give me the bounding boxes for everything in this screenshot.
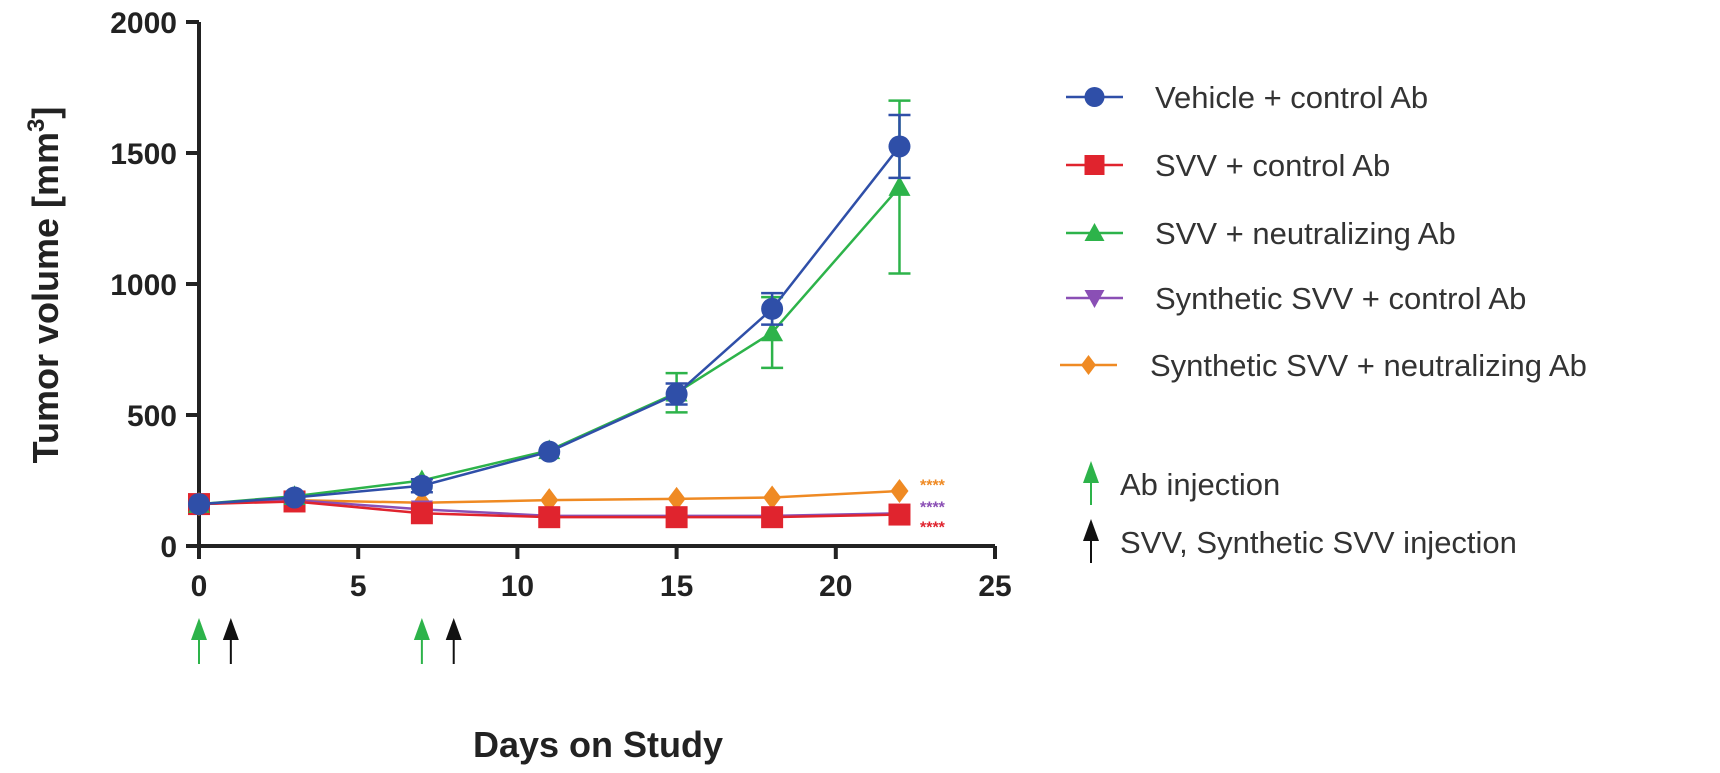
data-point	[888, 176, 911, 196]
data-point	[540, 488, 559, 513]
y-tick-label: 0	[160, 531, 177, 564]
legend-item: Vehicle + control Ab	[1066, 80, 1428, 115]
data-point	[283, 486, 306, 509]
data-point	[761, 321, 784, 342]
legend-label: Synthetic SVV + control Ab	[1155, 281, 1526, 316]
legend-item: Synthetic SVV + neutralizing Ab	[1060, 348, 1587, 383]
data-point	[763, 485, 782, 510]
data-point	[665, 383, 688, 406]
legend-marker-icon	[1084, 223, 1105, 241]
data-point	[188, 493, 210, 516]
y-axis-label-suffix: ]	[25, 107, 66, 119]
y-axis-label-main: Tumor volume [mm	[25, 132, 66, 463]
x-tick-label: 0	[191, 570, 208, 603]
y-axis-label-superscript: 3	[23, 119, 50, 132]
legend-injection-item: Ab injection	[1083, 461, 1280, 505]
injection-arrow-icon	[413, 618, 430, 640]
data-point	[667, 486, 686, 511]
significance-label: ****	[920, 520, 946, 537]
series-0	[188, 113, 911, 516]
x-tick-label: 5	[350, 570, 367, 603]
data-point	[761, 297, 784, 320]
arrow-up-icon	[1083, 461, 1099, 483]
x-tick-label: 10	[501, 570, 534, 603]
legend-injection-item: SVV, Synthetic SVV injection	[1083, 519, 1517, 563]
legend-label: SVV + neutralizing Ab	[1155, 216, 1456, 251]
injection-arrow-icon	[191, 618, 207, 640]
plot-marks: **** **** ****	[188, 99, 946, 664]
legend-item: Synthetic SVV + control Ab	[1066, 281, 1526, 316]
legend-injection-label: Ab injection	[1120, 467, 1280, 502]
data-point	[410, 474, 433, 497]
data-point	[665, 506, 688, 529]
legend-label: Synthetic SVV + neutralizing Ab	[1150, 348, 1587, 383]
legend-marker-icon	[1081, 355, 1096, 375]
legend-item: SVV + neutralizing Ab	[1066, 216, 1456, 251]
data-point	[888, 135, 911, 158]
y-tick-label: 2000	[110, 7, 177, 40]
data-point	[890, 478, 909, 503]
data-point	[538, 440, 561, 463]
legend: Vehicle + control Ab SVV + control Ab SVV …	[1060, 80, 1587, 563]
legend-marker-icon	[1084, 87, 1105, 107]
legend-label: SVV + control Ab	[1155, 148, 1390, 183]
significance-label: ****	[920, 477, 946, 494]
x-axis-label: Days on Study	[473, 724, 723, 765]
arrow-up-icon	[1083, 519, 1099, 541]
axes: 0 5 10 15 20 25 0 500 1000 1500 2000	[110, 7, 1011, 603]
x-tick-label: 20	[819, 570, 852, 603]
legend-marker-icon	[1084, 290, 1105, 308]
legend-item: SVV + control Ab	[1066, 148, 1390, 183]
y-tick-label: 500	[127, 400, 177, 433]
x-tick-label: 25	[978, 570, 1011, 603]
injection-arrow-icon	[222, 618, 239, 640]
legend-injection-label: SVV, Synthetic SVV injection	[1120, 525, 1517, 560]
y-tick-label: 1500	[110, 138, 177, 171]
data-point	[538, 506, 561, 529]
data-point	[888, 503, 911, 526]
y-axis-label: Tumor volume [mm3]	[23, 107, 66, 464]
data-point	[761, 506, 784, 529]
legend-label: Vehicle + control Ab	[1155, 80, 1428, 115]
injection-arrow-icon	[445, 618, 462, 640]
significance-label: ****	[920, 500, 946, 517]
x-tick-label: 15	[660, 570, 693, 603]
legend-marker-icon	[1084, 155, 1105, 175]
y-tick-label: 1000	[110, 269, 177, 302]
data-point	[410, 502, 433, 525]
